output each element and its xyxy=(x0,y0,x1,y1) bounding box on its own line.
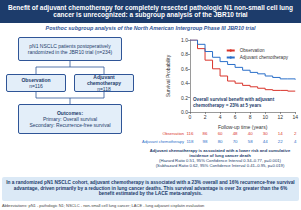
svg-text:98: 98 xyxy=(203,139,208,144)
html-text:Secondary: Recurrence-free sur: Secondary: Recurrence-free survival xyxy=(29,122,111,128)
svg-text:30: 30 xyxy=(263,131,268,136)
svg-text:0: 0 xyxy=(189,114,192,120)
html-text:Primary: Overall survival: Primary: Overall survival xyxy=(42,116,98,122)
svg-text:48: 48 xyxy=(233,131,238,136)
svg-text:14: 14 xyxy=(278,131,283,136)
svg-text:0.2: 0.2 xyxy=(181,95,188,101)
svg-text:116: 116 xyxy=(187,131,195,136)
svg-text:80: 80 xyxy=(218,139,223,144)
svg-text:70: 70 xyxy=(233,139,238,144)
svg-text:Adjuvant chemotherapy: Adjuvant chemotherapy xyxy=(240,55,289,60)
html-text:Outcomes:: Outcomes: xyxy=(56,110,84,116)
svg-text:Follow-up time (years): Follow-up time (years) xyxy=(218,124,268,130)
html-text:Abbreviations: pN1 - pathologi: Abbreviations: pN1 - pathologic N1; NSCL… xyxy=(2,203,205,208)
svg-text:Overall survival benefit with: Overall survival benefit with adjuvant xyxy=(193,97,275,102)
svg-text:0.8: 0.8 xyxy=(181,51,188,57)
svg-text:0.0: 0.0 xyxy=(181,109,188,115)
svg-text:Observation: Observation xyxy=(240,48,265,53)
html-text:Adjuvant chemotherapy: Adjuvant chemotherapy xyxy=(86,74,122,86)
html-text:Posthoc subgroup analysis of t: Posthoc subgroup analysis of the North A… xyxy=(45,25,256,31)
svg-text:10: 10 xyxy=(262,114,268,120)
svg-text:Observation: Observation xyxy=(162,131,184,136)
svg-text:118: 118 xyxy=(187,139,195,144)
svg-text:4: 4 xyxy=(294,139,297,144)
html-text:n=116: n=116 xyxy=(29,83,43,89)
html-text:In a randomized pN1 NSCLC coho: In a randomized pN1 NSCLC cohort, adjuva… xyxy=(6,180,295,197)
html-text:Benefit of adjuvant chemothera: Benefit of adjuvant chemotherapy for com… xyxy=(8,3,293,19)
svg-text:60: 60 xyxy=(218,131,223,136)
svg-text:40: 40 xyxy=(248,131,253,136)
svg-text:2: 2 xyxy=(204,114,207,120)
svg-text:58: 58 xyxy=(248,139,253,144)
svg-text:1.0: 1.0 xyxy=(181,37,188,43)
svg-text:86: 86 xyxy=(203,131,208,136)
html-text:pN1 NSCLC patients postoperati: pN1 NSCLC patients postoperatively rando… xyxy=(27,43,113,55)
svg-text:4: 4 xyxy=(219,114,222,120)
html-text:n=118: n=118 xyxy=(97,86,111,92)
html-text:(Hazard Ratio 0.51, 95% Confid: (Hazard Ratio 0.51, 95% Confidence Inter… xyxy=(159,158,281,163)
svg-text:0.6: 0.6 xyxy=(181,66,188,72)
svg-text:8: 8 xyxy=(249,114,252,120)
html-text:(Subhazard Ratio 0.62, 95% Con: (Subhazard Ratio 0.62, 95% Confidence In… xyxy=(155,163,285,168)
svg-text:Survival Probability: Survival Probability xyxy=(165,54,171,97)
svg-text:Adjuvant chemotherapy: Adjuvant chemotherapy xyxy=(142,139,184,144)
html-text:Adjuvant chemotherapy is assoc: Adjuvant chemotherapy is associated with… xyxy=(149,148,291,158)
svg-text:14: 14 xyxy=(292,114,298,120)
svg-text:44: 44 xyxy=(263,139,268,144)
svg-text:12: 12 xyxy=(277,114,283,120)
svg-text:0.4: 0.4 xyxy=(181,80,188,86)
svg-text:chemotherapy = 23% at 5 years: chemotherapy = 23% at 5 years xyxy=(193,103,262,108)
svg-text:6: 6 xyxy=(234,114,237,120)
svg-text:2: 2 xyxy=(294,131,297,136)
svg-text:22: 22 xyxy=(278,139,283,144)
html-text:Observation: Observation xyxy=(21,77,51,83)
